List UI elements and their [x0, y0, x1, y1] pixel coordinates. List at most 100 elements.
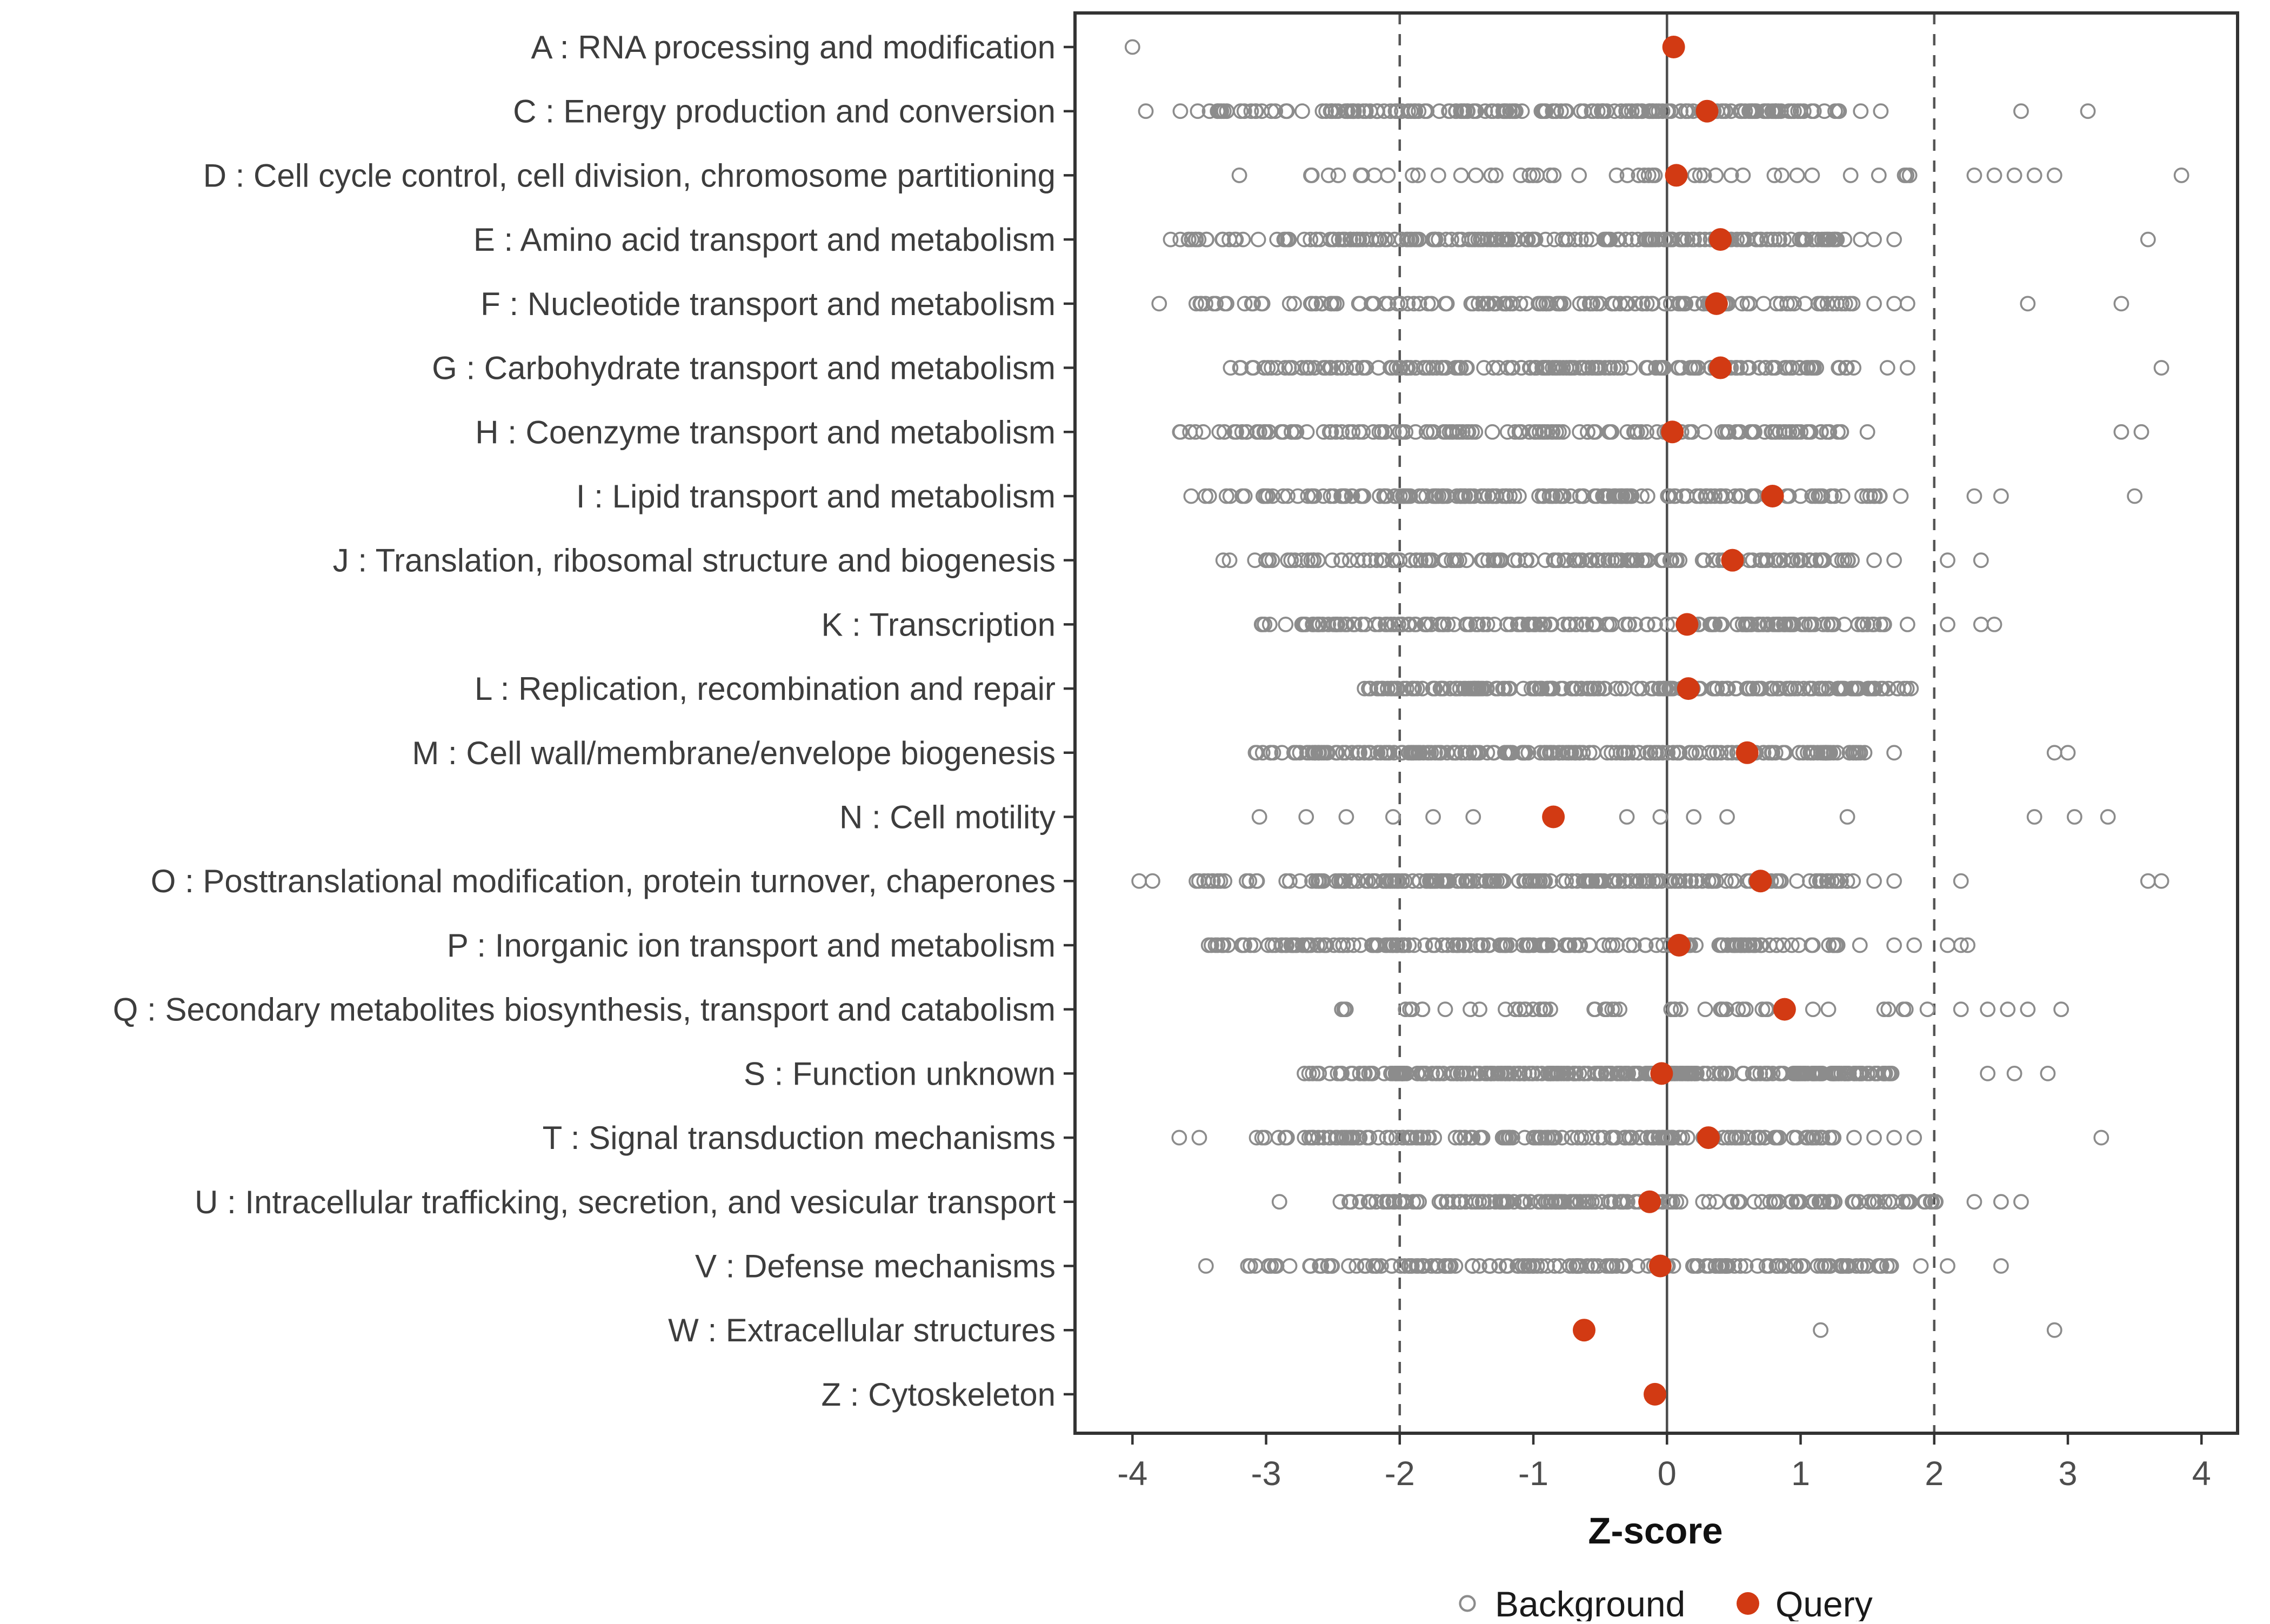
background-point — [1520, 745, 1537, 761]
background-point — [1768, 937, 1785, 953]
background-point — [1637, 231, 1653, 248]
background-point — [1714, 680, 1730, 697]
x-tick-label: 1 — [1791, 1455, 1810, 1493]
background-point — [1425, 809, 1441, 825]
background-point — [1618, 745, 1633, 761]
background-point — [1761, 1258, 1777, 1274]
background-point — [2080, 103, 2096, 119]
background-point — [1829, 231, 1845, 248]
background-point — [1665, 1130, 1680, 1146]
background-point — [1551, 424, 1567, 440]
background-point — [2046, 168, 2062, 183]
background-point — [1872, 488, 1888, 504]
background-point — [1690, 360, 1706, 376]
background-point — [2013, 103, 2029, 119]
background-point — [1841, 745, 1858, 761]
background-point — [1558, 103, 1574, 119]
background-point — [1728, 424, 1744, 440]
background-point — [1639, 296, 1655, 312]
background-point — [1572, 424, 1588, 440]
background-point — [1631, 168, 1647, 183]
background-point — [1784, 937, 1800, 953]
background-point — [1547, 1258, 1563, 1274]
background-point — [1250, 231, 1266, 248]
background-point — [1480, 937, 1497, 953]
background-point — [1555, 745, 1571, 761]
background-point — [1730, 1194, 1746, 1210]
background-point — [1671, 745, 1687, 761]
background-point — [1264, 360, 1279, 376]
background-point — [1561, 937, 1578, 953]
background-point — [1439, 296, 1454, 312]
background-point — [1831, 103, 1847, 119]
background-point — [1973, 552, 1989, 569]
background-point — [1269, 231, 1285, 248]
background-point — [1455, 1065, 1471, 1081]
background-point — [1472, 1001, 1487, 1018]
background-point — [1280, 488, 1296, 504]
background-point — [1828, 937, 1844, 953]
background-point — [1553, 103, 1569, 119]
background-point — [1538, 1001, 1553, 1018]
background-point — [1372, 488, 1388, 504]
background-point — [1882, 1258, 1898, 1274]
background-point — [1467, 424, 1484, 440]
category-label: J : Translation, ribosomal structure and… — [333, 543, 1056, 579]
background-point — [1794, 552, 1810, 569]
background-point — [1468, 168, 1484, 183]
background-point — [1425, 231, 1441, 248]
background-point — [1758, 552, 1774, 569]
background-point — [1454, 488, 1471, 504]
background-point — [1805, 937, 1821, 953]
background-point — [1314, 296, 1330, 312]
background-point — [1615, 1194, 1631, 1210]
background-point — [1483, 168, 1499, 183]
background-point — [1543, 1065, 1559, 1081]
background-point — [1557, 937, 1573, 953]
background-point — [1513, 360, 1530, 376]
background-point — [2060, 745, 2076, 761]
background-point — [1269, 360, 1285, 376]
background-point — [1445, 424, 1461, 440]
background-point — [1410, 168, 1426, 183]
background-point — [1503, 937, 1519, 953]
background-point — [1316, 873, 1331, 889]
background-point — [1837, 1065, 1853, 1081]
background-point — [1471, 745, 1487, 761]
background-point — [1398, 424, 1414, 440]
background-point — [1320, 1258, 1337, 1274]
background-point — [1243, 103, 1259, 119]
background-point — [1744, 424, 1760, 440]
background-point — [1611, 873, 1627, 889]
background-point — [1539, 745, 1555, 761]
background-point — [1572, 296, 1588, 312]
background-point — [1215, 552, 1231, 569]
background-point — [1821, 745, 1837, 761]
background-point — [1332, 616, 1348, 632]
background-point — [1287, 552, 1303, 569]
background-point — [1249, 873, 1265, 889]
background-point — [1630, 680, 1646, 697]
background-point — [1765, 424, 1780, 440]
background-point — [1525, 1001, 1541, 1018]
background-point — [1352, 937, 1368, 953]
background-point — [1613, 745, 1628, 761]
background-point — [1604, 552, 1620, 569]
background-point — [1443, 1065, 1459, 1081]
background-point — [1538, 231, 1554, 248]
background-point — [1303, 231, 1319, 248]
background-point — [1252, 424, 1267, 440]
background-point — [1376, 1194, 1391, 1210]
x-axis: -4 -3 -2 -1 0 1 2 3 4 — [1117, 1433, 2211, 1493]
background-point — [1210, 103, 1226, 119]
background-point — [1271, 1130, 1287, 1146]
background-point — [1672, 1130, 1688, 1146]
background-point — [1479, 1065, 1495, 1081]
background-point — [1767, 231, 1782, 248]
background-point — [1338, 360, 1354, 376]
background-point — [1332, 937, 1347, 953]
background-point — [1857, 745, 1873, 761]
background-point — [1639, 488, 1655, 504]
background-point — [1663, 103, 1679, 119]
background-point — [1496, 1194, 1512, 1210]
